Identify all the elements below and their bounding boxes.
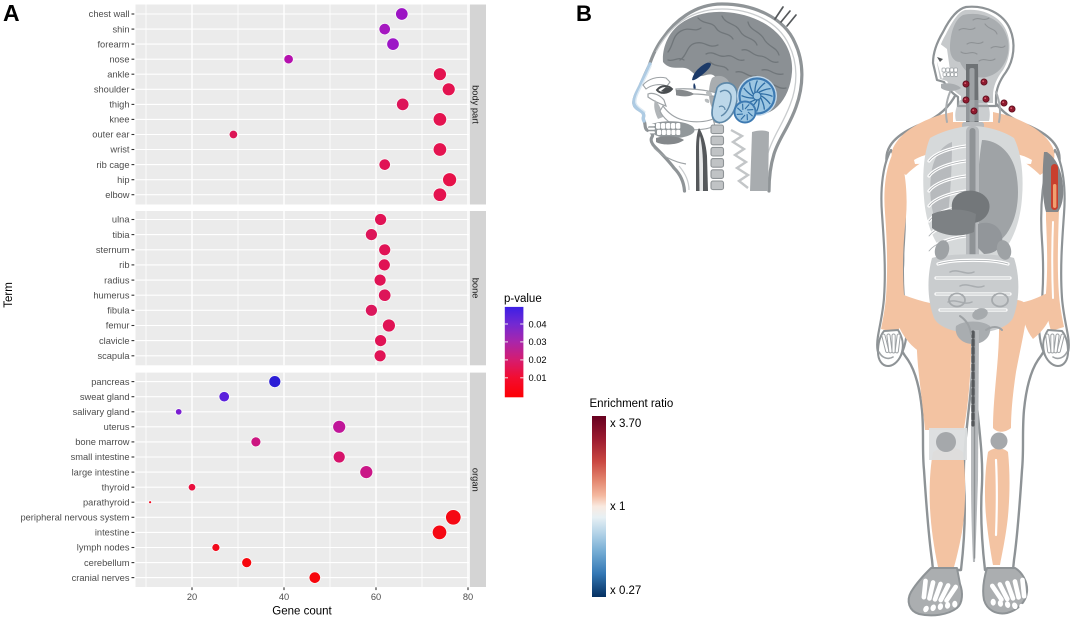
svg-text:outer ear: outer ear bbox=[92, 130, 129, 140]
svg-text:large intestine: large intestine bbox=[72, 467, 130, 477]
svg-text:x 0.27: x 0.27 bbox=[610, 585, 641, 597]
svg-text:tibia: tibia bbox=[112, 230, 130, 240]
svg-text:intestine: intestine bbox=[95, 528, 130, 538]
svg-text:scapula: scapula bbox=[97, 351, 130, 361]
svg-text:rib cage: rib cage bbox=[96, 160, 129, 170]
svg-text:sternum: sternum bbox=[96, 245, 130, 255]
svg-text:Enrichment ratio: Enrichment ratio bbox=[590, 398, 674, 410]
svg-text:thigh: thigh bbox=[109, 100, 129, 110]
svg-text:organ: organ bbox=[470, 468, 480, 492]
svg-text:A: A bbox=[3, 0, 20, 26]
svg-text:0.04: 0.04 bbox=[529, 319, 547, 329]
svg-text:p-value: p-value bbox=[504, 293, 542, 305]
svg-text:chest wall: chest wall bbox=[89, 9, 130, 19]
svg-text:pancreas: pancreas bbox=[91, 377, 130, 387]
svg-text:80: 80 bbox=[463, 592, 473, 602]
svg-text:forearm: forearm bbox=[97, 39, 129, 49]
svg-text:Gene count: Gene count bbox=[272, 606, 332, 618]
svg-text:cerebellum: cerebellum bbox=[84, 558, 130, 568]
svg-text:clavicle: clavicle bbox=[99, 336, 129, 346]
svg-text:wrist: wrist bbox=[109, 145, 130, 155]
svg-text:salivary gland: salivary gland bbox=[73, 407, 130, 417]
svg-text:20: 20 bbox=[187, 592, 197, 602]
svg-text:hip: hip bbox=[117, 175, 129, 185]
svg-text:knee: knee bbox=[109, 115, 129, 125]
svg-text:radius: radius bbox=[104, 275, 130, 285]
svg-text:uterus: uterus bbox=[104, 422, 130, 432]
svg-text:0.01: 0.01 bbox=[529, 373, 547, 383]
svg-text:shin: shin bbox=[112, 24, 129, 34]
svg-text:0.03: 0.03 bbox=[529, 337, 547, 347]
svg-text:bone marrow: bone marrow bbox=[75, 437, 130, 447]
svg-text:body part: body part bbox=[470, 85, 480, 124]
svg-text:rib: rib bbox=[119, 260, 129, 270]
svg-text:bone: bone bbox=[470, 278, 480, 299]
svg-text:40: 40 bbox=[279, 592, 289, 602]
svg-text:sweat gland: sweat gland bbox=[80, 392, 130, 402]
svg-text:x 3.70: x 3.70 bbox=[610, 418, 641, 430]
svg-text:parathyroid: parathyroid bbox=[83, 497, 130, 507]
svg-text:ankle: ankle bbox=[107, 69, 129, 79]
svg-text:thyroid: thyroid bbox=[102, 482, 130, 492]
svg-text:ulna: ulna bbox=[112, 215, 130, 225]
svg-text:lymph nodes: lymph nodes bbox=[77, 543, 130, 553]
svg-text:Term: Term bbox=[3, 282, 15, 308]
svg-text:nose: nose bbox=[109, 54, 129, 64]
svg-text:shoulder: shoulder bbox=[94, 85, 130, 95]
svg-text:peripheral nervous system: peripheral nervous system bbox=[20, 513, 129, 523]
svg-text:0.02: 0.02 bbox=[529, 355, 547, 365]
svg-text:small intestine: small intestine bbox=[71, 452, 130, 462]
svg-text:60: 60 bbox=[371, 592, 381, 602]
svg-text:femur: femur bbox=[106, 321, 130, 331]
svg-text:x 1: x 1 bbox=[610, 501, 625, 513]
svg-text:fibula: fibula bbox=[107, 306, 130, 316]
svg-text:cranial nerves: cranial nerves bbox=[72, 573, 130, 583]
svg-text:B: B bbox=[576, 1, 592, 26]
svg-text:humerus: humerus bbox=[93, 290, 130, 300]
svg-text:elbow: elbow bbox=[105, 190, 130, 200]
